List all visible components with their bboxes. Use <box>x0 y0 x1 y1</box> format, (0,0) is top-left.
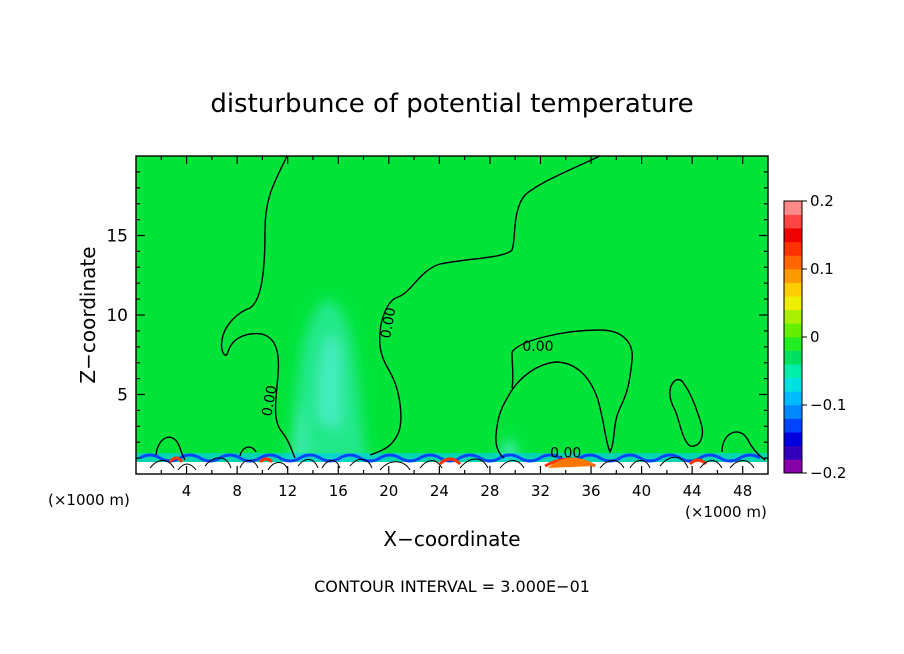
background-field <box>136 156 768 474</box>
colorbar-segment <box>784 282 802 297</box>
colorbar-segment <box>784 391 802 406</box>
colorbar-segment <box>784 405 802 419</box>
warm-pocket <box>548 457 595 468</box>
contour-right-loop <box>495 329 633 459</box>
zero-contours <box>155 156 766 461</box>
x-axis-unit-left: (×1000 m) <box>48 491 130 509</box>
colorbar-ticks <box>802 200 807 474</box>
colorbar-segment <box>784 241 802 256</box>
y-axis-ticks <box>136 171 768 459</box>
colorbar-segment <box>784 296 802 311</box>
x-tick-label: 28 <box>480 482 499 500</box>
contour-label: 0.00 <box>550 445 581 461</box>
x-tick-label: 32 <box>531 482 550 500</box>
x-tick-label: 16 <box>329 482 348 500</box>
x-tick-label: 24 <box>430 482 449 500</box>
x-tick-label: 48 <box>733 482 752 500</box>
anomaly-inner <box>318 335 342 430</box>
contour-label: 0.00 <box>522 339 553 355</box>
colorbar-segment <box>784 445 802 460</box>
contour-small-bump <box>239 446 257 457</box>
colorbar-tick-label: 0.1 <box>810 260 834 278</box>
y-axis-tick-labels: 5 10 15 <box>106 227 128 406</box>
contour-far-right-cell <box>669 378 704 447</box>
surface-layer <box>136 453 768 474</box>
contour-label: 0.00 <box>259 384 280 417</box>
y-tick-label: 15 <box>106 227 128 247</box>
colorbar-tick-label: −0.1 <box>810 396 846 414</box>
colorbar-segment <box>784 255 802 270</box>
x-tick-label: 44 <box>683 482 702 500</box>
x-tick-label: 12 <box>278 482 297 500</box>
anomaly-small-left <box>290 400 306 462</box>
surface-turbulence-mix <box>139 453 761 463</box>
colorbar-segment <box>784 228 802 243</box>
colorbar-segment <box>784 350 802 365</box>
x-tick-label: 4 <box>182 482 192 500</box>
colorbar-segment <box>784 418 802 433</box>
colorbar-segment <box>784 364 802 379</box>
contour-label: 0.00 <box>378 306 399 339</box>
colorbar-segment <box>784 201 802 215</box>
colorbar-segments <box>784 201 802 474</box>
plot-area: 0.00 0.00 0.00 0.00 <box>136 156 768 474</box>
contour-middle <box>369 156 601 456</box>
chart-title: disturbunce of potential temperature <box>210 89 693 119</box>
colorbar-segment <box>784 323 802 338</box>
colorbar-segment <box>784 459 802 474</box>
colorbar-tick-label: 0 <box>810 328 820 346</box>
surface-contours <box>149 456 755 471</box>
x-axis-ticks <box>160 156 744 474</box>
x-axis-tick-labels: 4 8 12 16 20 24 28 32 36 40 44 48 <box>182 482 752 500</box>
y-axis-label: Z−coordinate <box>76 246 100 383</box>
colorbar-tick-label: −0.2 <box>810 464 846 482</box>
contour-left-bump <box>155 436 186 461</box>
surface-band-blue <box>136 462 768 474</box>
x-tick-label: 36 <box>581 482 600 500</box>
surface-turbulence-red <box>168 456 708 468</box>
x-tick-label: 20 <box>379 482 398 500</box>
y-tick-label: 5 <box>117 386 128 406</box>
colorbar-tick-labels: 0.2 0.1 0 −0.1 −0.2 <box>810 192 846 482</box>
colorbar: 0.2 0.1 0 −0.1 −0.2 <box>783 192 846 482</box>
colorbar-segment <box>784 214 802 229</box>
x-axis-unit-right: (×1000 m) <box>685 503 767 521</box>
y-tick-label: 10 <box>106 306 128 326</box>
colorbar-segment <box>784 377 802 392</box>
colorbar-tick-label: 0.2 <box>810 192 834 210</box>
contour-interval-note: CONTOUR INTERVAL = 3.000E−01 <box>314 577 590 596</box>
x-tick-label: 40 <box>632 482 651 500</box>
contour-left-plume <box>220 156 296 459</box>
colorbar-segment <box>784 269 802 283</box>
x-tick-label: 8 <box>232 482 242 500</box>
contour-right-corner <box>721 431 766 461</box>
colorbar-segment <box>784 337 802 351</box>
x-axis-label: X−coordinate <box>383 527 520 551</box>
colorbar-segment <box>784 432 802 447</box>
contour-labels: 0.00 0.00 0.00 0.00 <box>259 306 581 461</box>
colorbar-segment <box>784 309 802 324</box>
